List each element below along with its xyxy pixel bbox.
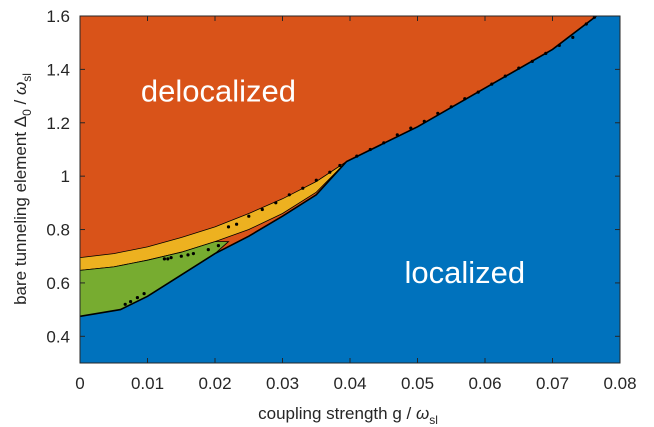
- boundary-marker: [216, 244, 220, 248]
- region-localized: [80, 16, 620, 363]
- phase-regions: [80, 16, 620, 363]
- boundary-marker: [395, 133, 399, 137]
- boundary-marker: [247, 214, 251, 218]
- y-tick-label: 1.2: [46, 114, 70, 133]
- boundary-marker: [135, 296, 139, 300]
- boundary-marker: [301, 186, 305, 190]
- y-axis-ticks: 0.4 0.6 0.8 1 1.2 1.4 1.6: [46, 7, 620, 346]
- boundary-marker: [338, 163, 342, 168]
- boundary-marker: [592, 16, 596, 19]
- boundary-marker: [179, 254, 183, 258]
- x-tick-label: 0.08: [603, 374, 636, 393]
- y-tick-label: 1.4: [46, 60, 70, 79]
- boundary-marker: [544, 51, 548, 56]
- region-label-delocalized: delocalized: [141, 73, 296, 108]
- boundary-marker: [571, 35, 575, 40]
- y-tick-label: 1: [61, 167, 70, 186]
- x-axis-label: coupling strength g / ωsl: [258, 404, 438, 427]
- boundary-marker: [449, 105, 453, 109]
- boundary-marker: [422, 119, 426, 123]
- x-tick-label: 0.02: [198, 374, 231, 393]
- x-tick-label: 0: [75, 374, 84, 393]
- boundary-marker: [382, 141, 386, 145]
- region-label-localized: localized: [404, 255, 525, 290]
- boundary-marker: [260, 207, 264, 212]
- y-tick-label: 0.8: [46, 221, 70, 240]
- x-tick-label: 0.04: [333, 374, 366, 393]
- boundary-marker: [235, 222, 239, 226]
- boundary-marker: [409, 126, 413, 130]
- y-tick-label: 0.4: [46, 327, 70, 346]
- boundary-marker: [206, 248, 210, 252]
- x-tick-label: 0.03: [266, 374, 299, 393]
- boundary-marker: [186, 253, 190, 257]
- boundary-marker: [463, 97, 467, 101]
- boundary-marker: [166, 257, 170, 261]
- region-annotations: delocalized localized: [141, 73, 525, 290]
- x-tick-label: 0.06: [468, 374, 501, 393]
- boundary-marker: [436, 111, 440, 115]
- boundary-marker: [490, 82, 494, 86]
- boundary-marker: [530, 59, 534, 64]
- y-tick-label: 0.6: [46, 274, 70, 293]
- boundary-marker: [226, 225, 231, 229]
- boundary-marker: [129, 300, 133, 304]
- boundary-marker: [191, 252, 195, 256]
- boundary-marker: [287, 193, 291, 197]
- boundary-marker: [557, 43, 561, 48]
- y-axis-label: bare tunneling element Δ0 / ωsl: [11, 73, 34, 305]
- x-tick-label: 0.01: [131, 374, 164, 393]
- boundary-marker: [274, 201, 278, 205]
- y-tick-label: 1.6: [46, 7, 70, 26]
- boundary-marker: [169, 256, 173, 260]
- localized-boundary-line: [80, 16, 597, 318]
- boundary-marker: [517, 66, 521, 70]
- x-axis-ticks: 0 0.01 0.02 0.03 0.04 0.05 0.06 0.07 0.08: [75, 16, 637, 393]
- boundary-marker: [355, 154, 359, 158]
- boundary-marker: [584, 22, 588, 26]
- boundary-marker: [368, 147, 372, 152]
- boundary-marker: [328, 170, 332, 174]
- boundary-markers: [123, 16, 596, 306]
- boundary-marker: [503, 74, 507, 78]
- boundary-marker: [314, 178, 318, 182]
- boundary-marker: [142, 292, 146, 296]
- x-tick-label: 0.07: [536, 374, 569, 393]
- boundary-marker: [476, 90, 480, 94]
- x-tick-label: 0.05: [401, 374, 434, 393]
- boundary-marker: [123, 302, 127, 306]
- boundary-marker: [162, 257, 166, 261]
